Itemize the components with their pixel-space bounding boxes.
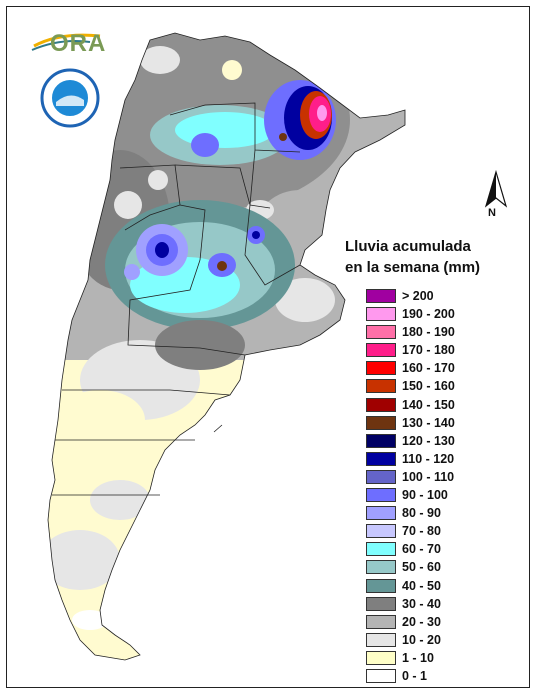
legend-label: 180 - 190: [402, 325, 455, 340]
legend-swatch: [366, 488, 396, 503]
legend-label: 160 - 170: [402, 361, 455, 376]
legend-swatch: [366, 542, 396, 557]
legend-label: 110 - 120: [402, 451, 455, 466]
legend-swatch: [366, 451, 396, 466]
legend-label: 40 - 50: [402, 578, 441, 593]
legend-swatch: [366, 506, 396, 521]
legend-label: 20 - 30: [402, 614, 441, 629]
legend-swatch: [366, 614, 396, 629]
legend-swatch: [366, 379, 396, 394]
legend-label: 50 - 60: [402, 560, 441, 575]
legend-label: 190 - 200: [402, 307, 455, 322]
legend-swatch: [366, 524, 396, 539]
legend-swatch: [366, 578, 396, 593]
legend-label: 140 - 150: [402, 397, 455, 412]
legend-swatch: [366, 325, 396, 340]
legend-label: 90 - 100: [402, 488, 448, 503]
legend-label: 1 - 10: [402, 650, 434, 665]
legend-swatch: [366, 289, 396, 303]
legend-label: 70 - 80: [402, 524, 441, 539]
legend-swatch: [366, 343, 396, 358]
legend-label: 120 - 130: [402, 433, 455, 448]
legend-swatch: [366, 596, 396, 611]
legend-swatch: [366, 397, 396, 412]
legend-label: 150 - 160: [402, 379, 455, 394]
legend-swatch: [366, 415, 396, 430]
legend-label: 170 - 180: [402, 343, 455, 358]
legend-swatch: [366, 650, 396, 665]
legend-swatch: [366, 668, 396, 683]
legend-label: 60 - 70: [402, 542, 441, 557]
legend-swatch: [366, 433, 396, 448]
north-label: N: [488, 207, 496, 219]
legend-label: 10 - 20: [402, 632, 441, 647]
north-arrow-icon: [484, 170, 508, 208]
legend-label: 100 - 110: [402, 469, 455, 484]
ora-logo-text: ORA: [50, 30, 107, 57]
legend-swatch: [366, 307, 396, 322]
legend-title-line2: en la semana (mm): [345, 259, 481, 276]
legend-title-line1: Lluvia acumulada: [345, 238, 471, 255]
legend-label: 80 - 90: [402, 506, 441, 521]
ministry-seal-icon: [40, 68, 100, 128]
ora-logo-icon: [31, 33, 101, 51]
legend-label: > 200: [402, 289, 434, 303]
legend-swatch: [366, 632, 396, 647]
legend-swatch: [366, 361, 396, 376]
legend-title: Lluvia acumulada en la semana (mm): [345, 236, 530, 278]
legend-label: 130 - 140: [402, 415, 455, 430]
province-borders: [47, 32, 406, 661]
legend-label: 30 - 40: [402, 596, 441, 611]
legend-swatch: [366, 469, 396, 484]
legend-swatch: [366, 560, 396, 575]
legend-label: 0 - 1: [402, 668, 428, 683]
